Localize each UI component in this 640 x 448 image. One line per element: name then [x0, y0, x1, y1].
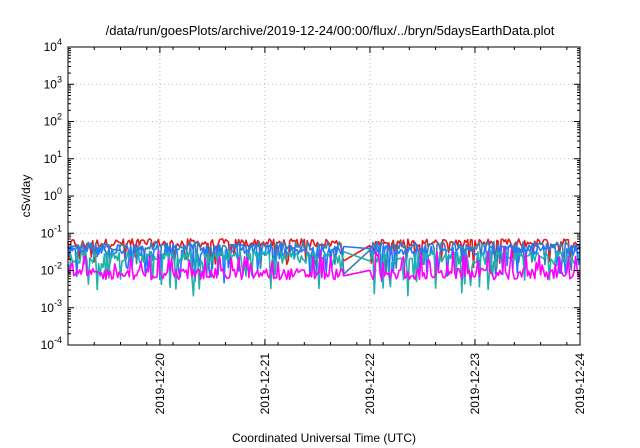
x-tick-label: 2019-12-22	[363, 353, 377, 415]
y-tick-label: 102	[44, 112, 62, 129]
x-axis-label: Coordinated Universal Time (UTC)	[232, 431, 416, 445]
x-tick-label: 2019-12-24	[573, 353, 587, 415]
x-tick-label: 2019-12-23	[468, 353, 482, 415]
y-tick-label: 10-4	[41, 335, 62, 352]
y-tick-label: 10-3	[41, 298, 62, 315]
y-tick-label: 104	[44, 37, 62, 54]
y-tick-label: 100	[44, 186, 62, 203]
series-group	[67, 238, 581, 297]
chart-title: /data/run/goesPlots/archive/2019-12-24/0…	[106, 23, 555, 38]
y-axis-label: cSv/day	[19, 175, 33, 218]
series-line-5	[67, 246, 581, 281]
y-tick-label: 101	[44, 149, 62, 166]
x-tick-label: 2019-12-21	[258, 353, 272, 415]
x-tick-label: 2019-12-20	[153, 353, 167, 415]
ticks: 10-4 10-3 10-2 10-1 100 101 102 103 104 2019-12-2…	[41, 37, 587, 414]
y-tick-label: 10-2	[41, 261, 62, 278]
y-tick-label: 10-1	[41, 223, 62, 240]
y-tick-label: 103	[44, 74, 62, 91]
